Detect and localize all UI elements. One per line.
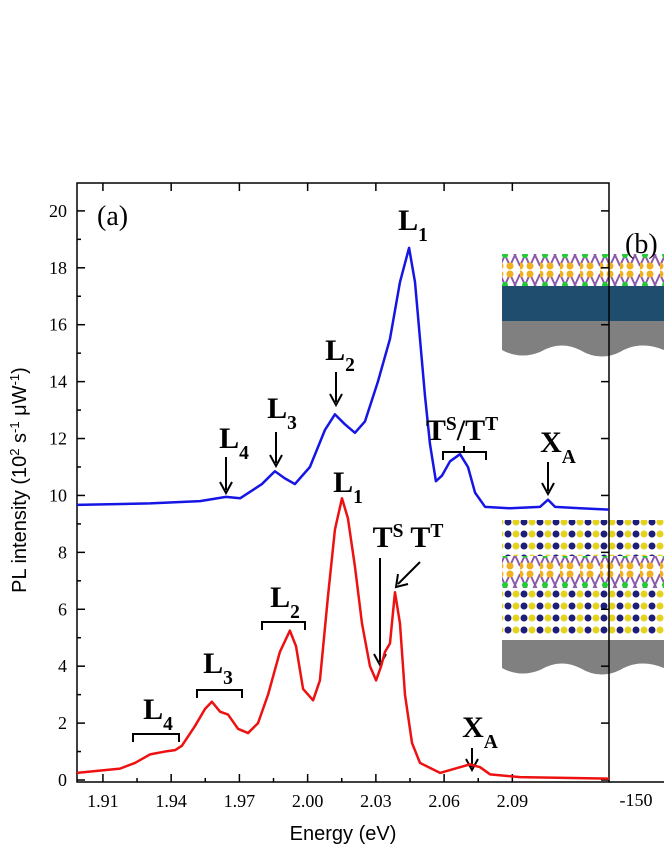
bracket: [261, 621, 306, 630]
y-tick-label: 2: [58, 713, 67, 733]
text-run: -1: [7, 374, 22, 386]
peak-label: XA: [462, 711, 498, 753]
peak-label: L1: [398, 204, 428, 246]
peak-label: TS TT: [373, 521, 444, 555]
arrow: [269, 432, 283, 469]
text-run: 2: [290, 602, 300, 623]
bracket: [196, 689, 243, 698]
text-run: A: [562, 447, 576, 468]
text-run: L: [219, 422, 239, 455]
text-run: T: [485, 414, 498, 435]
insets: [502, 254, 664, 675]
x-tick-label: 1.97: [224, 791, 256, 811]
x-tick-label: 2.03: [360, 791, 392, 811]
text-run: A: [484, 732, 498, 753]
y-tick-label: 20: [49, 201, 67, 221]
text-run: s: [9, 433, 31, 449]
text-run: L: [270, 581, 290, 614]
y-tick-label: 0: [58, 770, 67, 790]
peak-label: L1: [333, 466, 363, 508]
text-run: (a): [97, 201, 128, 232]
y-tick-label: 10: [49, 485, 67, 505]
y-tick-label: 8: [58, 542, 67, 562]
arrow: [394, 561, 421, 589]
text-run: 1: [418, 225, 428, 246]
text-run: 1: [353, 487, 363, 508]
peak-label: L2: [325, 334, 355, 376]
y-tick-label: 12: [49, 429, 67, 449]
peak-label: XA: [540, 426, 576, 468]
x-tick-label: 1.91: [87, 791, 119, 811]
text-run: L: [143, 693, 163, 726]
text-run: 4: [163, 714, 173, 735]
text-run: L: [203, 647, 223, 680]
x-tick-label: 1.94: [155, 791, 187, 811]
text-run: ): [9, 367, 31, 374]
bracket: [442, 446, 487, 460]
text-run: T: [430, 521, 443, 542]
inset-layer: [502, 556, 664, 588]
x-tick-label: 2.06: [428, 791, 460, 811]
arrow: [373, 558, 387, 668]
y-tick-label: 14: [49, 372, 67, 392]
panel-b-tick-label: -150: [620, 790, 653, 810]
series-line: [76, 246, 610, 511]
series-line: [76, 497, 610, 780]
arrow: [329, 372, 343, 408]
text-run: (b): [625, 229, 658, 260]
text-run: T: [403, 521, 430, 554]
text-run: -150: [620, 790, 653, 810]
text-run: S: [446, 414, 457, 435]
text-run: L: [333, 466, 353, 499]
text-run: L: [325, 334, 345, 367]
peak-label: L3: [267, 392, 297, 434]
inset-substrate: [502, 286, 664, 321]
arrow: [541, 462, 555, 497]
text-run: 2: [7, 448, 22, 455]
panel-label: (a): [97, 201, 128, 232]
peak-label: L3: [203, 647, 233, 689]
peak-label: L4: [143, 693, 173, 735]
text-run: PL intensity (10: [9, 456, 31, 593]
text-run: 3: [287, 413, 297, 434]
panel-label: (b): [625, 229, 658, 260]
arrow: [219, 457, 233, 496]
text-run: /T: [456, 414, 485, 447]
text-run: 4: [239, 443, 249, 464]
inset-layer: [502, 254, 664, 286]
bracket: [132, 733, 180, 742]
y-tick-label: 18: [49, 258, 67, 278]
plot-frame: [76, 182, 610, 783]
x-axis-label: Energy (eV): [290, 823, 397, 845]
inset-base: [502, 640, 664, 675]
y-tick-label: 4: [58, 656, 67, 676]
inset-hbn: [502, 520, 664, 556]
text-run: X: [462, 711, 484, 744]
inset-hbn: [502, 588, 664, 636]
text-run: -1: [7, 421, 22, 433]
y-tick-label: 6: [58, 599, 67, 619]
text-run: 2: [345, 355, 355, 376]
y-tick-label: 16: [49, 315, 67, 335]
peak-label: L4: [219, 422, 249, 464]
y-axis-label: PL intensity (102 s-1 μW-1): [7, 367, 32, 593]
peak-label: TS/TT: [426, 414, 498, 448]
x-tick-label: 2.00: [292, 791, 324, 811]
peak-label: L2: [270, 581, 300, 623]
text-run: T: [426, 414, 446, 447]
text-run: L: [398, 204, 418, 237]
text-run: S: [393, 521, 404, 542]
text-run: 3: [223, 668, 233, 689]
x-tick-label: 2.09: [497, 791, 529, 811]
text-run: X: [540, 426, 562, 459]
text-run: μW: [9, 385, 31, 421]
inset-base: [502, 321, 664, 357]
text-run: T: [373, 521, 393, 554]
arrows: [132, 372, 555, 773]
text-run: L: [267, 392, 287, 425]
